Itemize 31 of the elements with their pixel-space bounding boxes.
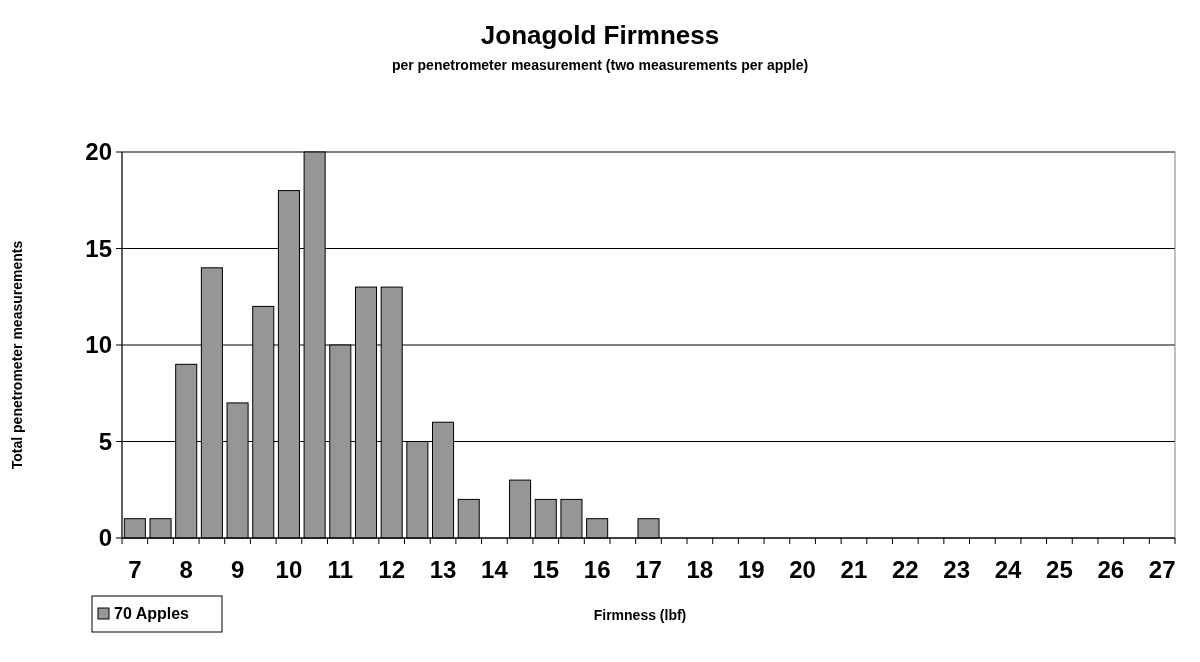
x-tick-label: 15: [532, 556, 560, 583]
x-tick-label: 7: [128, 556, 142, 583]
x-tick-label: 14: [481, 556, 509, 583]
x-tick-label: 19: [737, 556, 765, 583]
x-tick-label: 13: [429, 556, 457, 583]
x-tick-label: 21: [840, 556, 868, 583]
legend-label: 70 Apples: [114, 605, 190, 622]
x-tick-label: 27: [1148, 556, 1176, 583]
x-tick-label: 24: [994, 556, 1023, 583]
x-tick-label: 12: [378, 556, 406, 583]
x-tick-label: 23: [943, 556, 971, 583]
x-tick-label: 16: [583, 556, 611, 583]
x-tick-label: 17: [635, 556, 662, 583]
y-axis-title: Total penetrometer measurements: [9, 240, 25, 470]
chart-subtitle: per penetrometer measurement (two measurements per apple): [391, 57, 809, 73]
x-tick-label: 8: [179, 556, 193, 583]
x-tick-label: 25: [1046, 556, 1073, 583]
y-tick-label: 20: [85, 138, 112, 165]
x-tick-label: 20: [789, 556, 816, 583]
y-tick-label: 10: [85, 331, 112, 358]
y-tick-label: 5: [98, 427, 112, 455]
x-tick-label: 9: [230, 556, 245, 583]
x-tick-label: 10: [275, 556, 303, 583]
y-tick-label: 0: [98, 524, 112, 551]
x-tick-label: 11: [327, 556, 353, 583]
x-axis-title: Firmness (lbf): [593, 607, 687, 623]
y-tick-label: 15: [85, 234, 112, 262]
x-tick-label: 26: [1097, 556, 1125, 583]
x-tick-label: 22: [891, 556, 919, 583]
x-tick-label: 18: [686, 556, 714, 583]
chart-title: Jonagold Firmness: [480, 20, 720, 50]
